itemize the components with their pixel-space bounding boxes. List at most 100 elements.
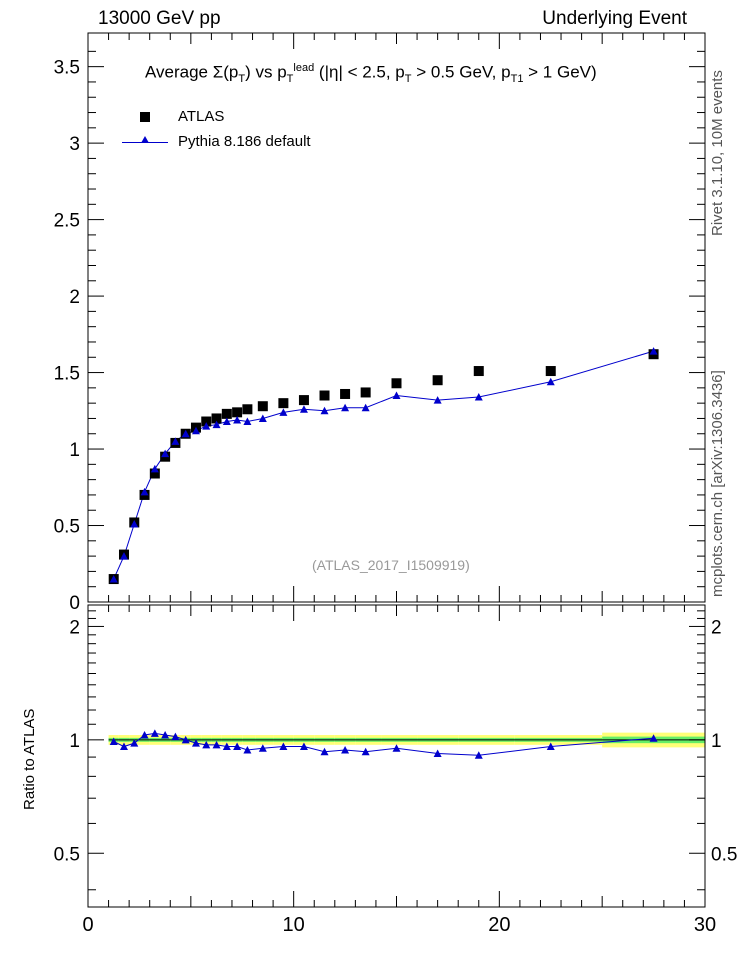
atlas-point xyxy=(211,413,222,424)
pythia-point xyxy=(233,415,242,424)
pythia-point xyxy=(649,347,658,355)
ratio-point xyxy=(279,742,288,751)
legend-entry-pythia: Pythia 8.186 default xyxy=(120,132,311,157)
pythia-point xyxy=(546,377,555,386)
x-tick-label: 30 xyxy=(694,914,716,936)
pythia-point xyxy=(361,403,370,412)
ratio-y-tick-label: 1 xyxy=(69,731,80,752)
ratio-point xyxy=(140,731,149,739)
atlas-point xyxy=(473,366,484,377)
plot-title: Average Σ(pT) vs pTlead (|η| < 2.5, pT >… xyxy=(145,62,597,86)
pythia-point xyxy=(140,487,149,496)
ratio-point xyxy=(191,739,200,747)
pythia-point xyxy=(222,417,231,426)
header-process-label: 13000 GeV pp xyxy=(98,8,221,29)
legend-marker-square xyxy=(140,112,150,122)
atlas-point xyxy=(221,408,232,419)
y-tick-label: 1 xyxy=(69,440,80,461)
x-tick-label: 0 xyxy=(82,914,93,936)
atlas-point xyxy=(242,404,253,415)
ratio-point xyxy=(109,737,118,745)
atlas-point xyxy=(545,366,556,377)
pythia-point xyxy=(181,429,190,438)
ratio-y-tick-label-right: 1 xyxy=(711,731,722,752)
pythia-point xyxy=(433,396,442,404)
ratio-y-tick-label-right: 0.5 xyxy=(711,844,737,865)
pythia-point xyxy=(299,405,308,413)
ratio-point xyxy=(546,742,555,751)
pythia-point xyxy=(130,519,139,528)
side-label-rivet: Rivet 3.1.10, 10M events xyxy=(709,70,726,236)
main-plot: 0 0.5 1 1.5 2 2.5 3 3.5 xyxy=(54,32,706,614)
ratio-point xyxy=(258,744,267,752)
ratio-point xyxy=(222,742,231,751)
pythia-point xyxy=(150,464,159,473)
pythia-point xyxy=(474,393,483,401)
header-analysis-label: Underlying Event xyxy=(542,8,687,29)
ratio-point xyxy=(202,740,211,749)
legend: ATLAS Pythia 8.186 default xyxy=(120,107,311,157)
atlas-point xyxy=(319,390,330,401)
legend-entry-atlas: ATLAS xyxy=(120,107,311,132)
atlas-point xyxy=(232,407,243,418)
ratio-point xyxy=(171,732,180,741)
legend-label-atlas: ATLAS xyxy=(178,108,225,125)
ratio-point xyxy=(119,742,128,751)
atlas-point xyxy=(278,398,289,409)
ratio-point xyxy=(150,729,159,737)
main-plot-bg xyxy=(88,33,705,602)
ratio-point xyxy=(320,747,329,756)
side-label-mcplots: mcplots.cern.ch [arXiv:1306.3436] xyxy=(709,370,726,597)
ratio-point xyxy=(181,735,190,744)
main-plot-frame xyxy=(87,32,706,603)
y-tick-label: 0.5 xyxy=(54,517,80,538)
pythia-point xyxy=(258,414,267,422)
ratio-point xyxy=(649,734,658,742)
atlas-point xyxy=(360,387,371,398)
pythia-point xyxy=(341,403,350,412)
pythia-point xyxy=(202,422,211,430)
y-tick-label: 1.5 xyxy=(54,364,80,385)
y-tick-label: 2.5 xyxy=(54,211,80,232)
pythia-point xyxy=(109,575,118,583)
pythia-point xyxy=(320,406,329,415)
ratio-point xyxy=(161,731,170,739)
legend-marker-triangle xyxy=(141,136,149,143)
legend-label-pythia: Pythia 8.186 default xyxy=(178,133,311,150)
y-tick-label: 0 xyxy=(69,593,80,614)
ratio-point xyxy=(361,747,370,756)
pythia-point xyxy=(243,417,252,426)
ratio-plot-frame xyxy=(87,604,706,908)
ratio-point xyxy=(130,739,139,747)
y-tick-label: 3.5 xyxy=(54,58,80,79)
ratio-y-tick-label-right: 2 xyxy=(711,617,722,638)
ratio-point xyxy=(212,740,221,749)
analysis-watermark: (ATLAS_2017_I1509919) xyxy=(312,557,470,573)
pythia-point xyxy=(171,437,180,445)
ratio-point xyxy=(243,745,252,754)
y-tick-label: 3 xyxy=(69,134,80,155)
ratio-y-tick-label: 2 xyxy=(69,617,80,638)
atlas-point xyxy=(257,401,268,412)
y-tick-label: 2 xyxy=(69,287,80,308)
pythia-point xyxy=(212,420,221,429)
ratio-point xyxy=(233,742,242,751)
ratio-y-tick-label: 0.5 xyxy=(54,844,80,865)
atlas-point xyxy=(298,395,309,406)
pythia-point xyxy=(161,449,170,458)
ratio-point xyxy=(433,749,442,757)
x-tick-label: 20 xyxy=(488,914,510,936)
atlas-point xyxy=(201,416,212,427)
pythia-point xyxy=(119,552,128,560)
pythia-point xyxy=(392,391,401,400)
ratio-y-axis-label: Ratio to ATLAS xyxy=(21,708,38,810)
ratio-plot: 0 10 20 30 0.5 0.5 1 1 2 2 xyxy=(54,604,737,936)
atlas-point xyxy=(340,388,351,399)
ratio-point xyxy=(341,745,350,754)
ratio-plot-bg xyxy=(88,605,705,907)
ratio-point xyxy=(299,742,308,751)
pythia-point xyxy=(279,408,288,416)
pythia-point xyxy=(191,426,200,435)
atlas-point xyxy=(149,468,160,479)
